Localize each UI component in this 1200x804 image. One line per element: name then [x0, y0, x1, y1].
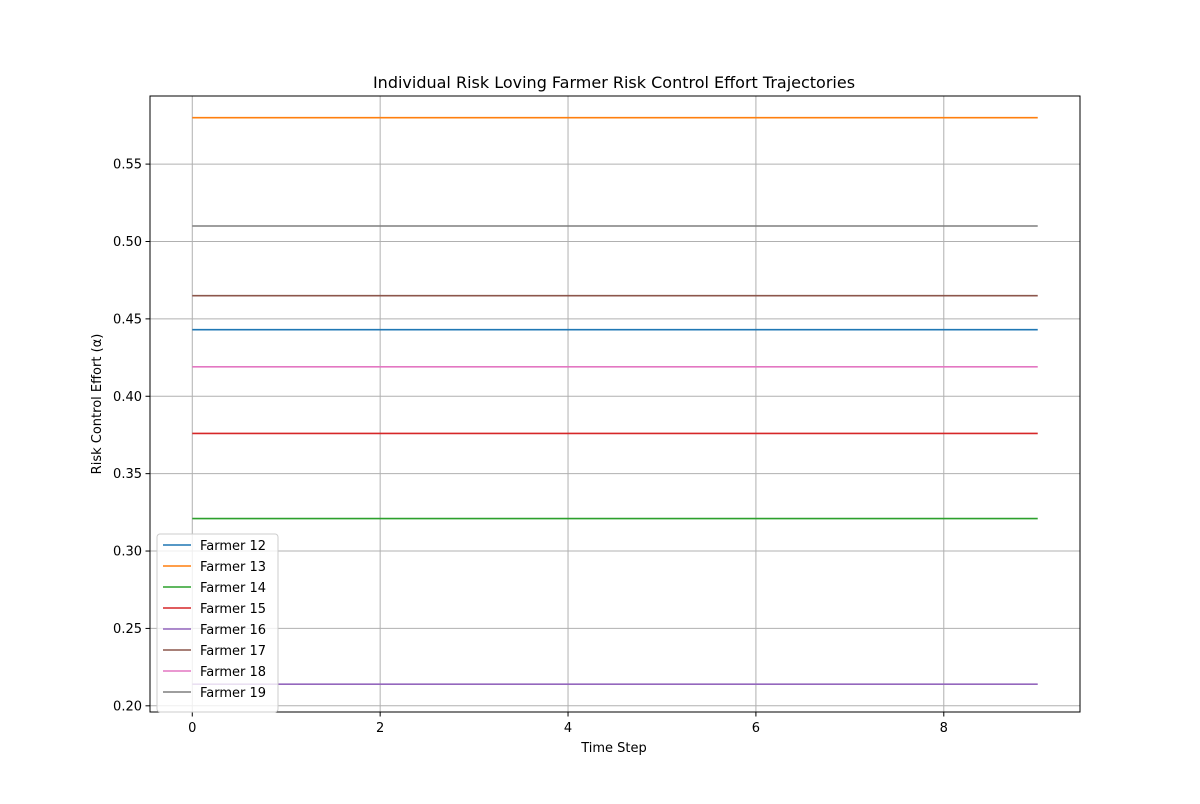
legend-label: Farmer 16 — [200, 623, 266, 638]
legend-label: Farmer 17 — [200, 644, 266, 659]
series-lines — [192, 116, 1038, 685]
y-tick-label: 0.25 — [113, 622, 142, 637]
plot-frame — [149, 95, 1081, 713]
y-tick-label: 0.35 — [113, 467, 142, 482]
y-tick-label: 0.55 — [113, 158, 142, 173]
y-tick-label: 0.20 — [113, 699, 142, 714]
x-tick-label: 0 — [188, 721, 196, 736]
legend-label: Farmer 19 — [200, 686, 266, 701]
y-tick-label: 0.30 — [113, 545, 142, 560]
x-axis-ticks: 0 2 4 6 8 — [188, 712, 948, 736]
x-tick-label: 8 — [940, 721, 948, 736]
legend-label: Farmer 12 — [200, 539, 266, 554]
y-tick-label: 0.50 — [113, 235, 142, 250]
legend-label: Farmer 15 — [200, 602, 266, 617]
x-tick-label: 4 — [564, 721, 572, 736]
y-axis-ticks: 0.20 0.25 0.30 0.35 0.40 0.45 0.50 0.55 — [113, 158, 150, 714]
y-tick-label: 0.40 — [113, 390, 142, 405]
grid-lines — [150, 96, 1080, 712]
legend-label: Farmer 18 — [200, 665, 266, 680]
x-tick-label: 2 — [376, 721, 384, 736]
legend-label: Farmer 13 — [200, 560, 266, 575]
chart-title: Individual Risk Loving Farmer Risk Contr… — [373, 73, 855, 92]
legend-box — [156, 533, 279, 713]
y-axis-label: Risk Control Effort (α) — [90, 334, 105, 475]
x-axis-label: Time Step — [580, 741, 647, 756]
y-tick-label: 0.45 — [113, 312, 142, 327]
legend: Farmer 12 Farmer 13 Farmer 14 Farmer 15 Farm… — [156, 533, 279, 713]
axes — [149, 95, 1081, 713]
x-tick-label: 6 — [752, 721, 760, 736]
legend-label: Farmer 14 — [200, 581, 266, 596]
